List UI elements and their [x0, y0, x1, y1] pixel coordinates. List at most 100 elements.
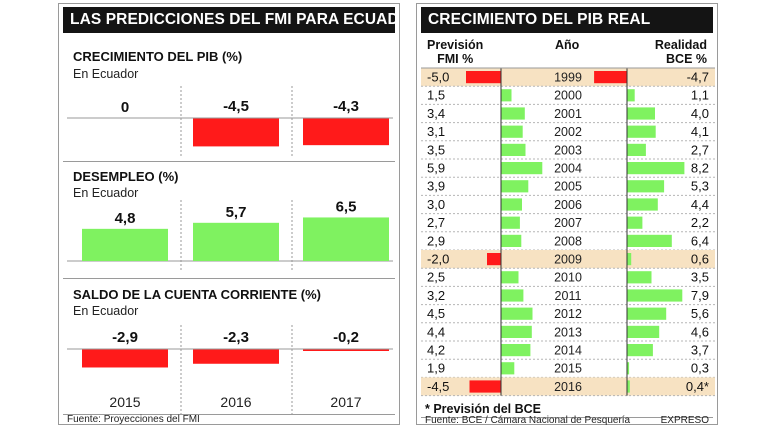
actual-value: 5,6	[691, 306, 709, 321]
bce-forecast-note: * Previsión del BCE	[425, 402, 542, 416]
forecast-header-line2: FMI %	[437, 52, 474, 66]
actual-value: 6,4	[691, 233, 709, 248]
unemployment-subtitle: En Ecuador	[73, 186, 139, 200]
actual-bar	[627, 89, 635, 102]
actual-value: 3,5	[691, 270, 709, 285]
bar	[193, 349, 279, 364]
data-label: 5,7	[226, 204, 247, 221]
forecast-value: 5,9	[427, 161, 445, 176]
actual-header-line1: Realidad	[654, 38, 707, 52]
year-label: 2003	[554, 143, 582, 157]
forecast-bar	[487, 253, 501, 266]
year-label: 2006	[554, 198, 582, 212]
actual-bar	[627, 216, 643, 229]
actual-value: 2,2	[691, 215, 709, 230]
data-label: 0	[121, 99, 129, 116]
actual-header-line2: BCE %	[666, 52, 707, 66]
actual-value: 2,7	[691, 142, 709, 157]
actual-value: 4,1	[691, 124, 709, 139]
left-panel-title: LAS PREDICCIONES DEL FMI PARA ECUADOR	[63, 7, 395, 33]
unemployment-chart: 4,8 5,7 6,5	[67, 198, 393, 272]
forecast-value: 4,2	[427, 343, 445, 358]
current-account-subtitle: En Ecuador	[73, 304, 139, 318]
actual-value: 4,6	[691, 324, 709, 339]
forecast-bar	[501, 180, 529, 193]
actual-bar	[627, 143, 646, 156]
year-label: 2015	[109, 394, 140, 410]
forecast-header-line1: Previsión	[427, 38, 484, 52]
year-label: 2004	[554, 162, 582, 176]
forecast-value: 3,5	[427, 142, 445, 157]
current-account-chart: -2,9 -2,3 -0,2 2015 2016 2017	[67, 325, 393, 414]
forecast-value: 1,9	[427, 361, 445, 376]
actual-bar	[627, 162, 685, 175]
actual-value: 7,9	[691, 288, 709, 303]
data-label: -2,3	[223, 329, 249, 346]
bar	[193, 118, 279, 147]
actual-bar	[627, 107, 655, 120]
actual-bar	[627, 380, 630, 393]
year-label: 2010	[554, 271, 582, 285]
year-label: 2013	[554, 325, 582, 339]
forecast-bar	[501, 344, 531, 357]
section-divider	[63, 278, 395, 279]
footer-divider	[421, 417, 713, 418]
forecast-value: 2,5	[427, 270, 445, 285]
actual-bar	[627, 289, 683, 302]
forecast-bar	[466, 71, 501, 84]
year-label: 2009	[554, 253, 582, 267]
year-label: 1999	[554, 71, 582, 85]
year-label: 2016	[554, 380, 582, 394]
actual-bar	[627, 307, 667, 320]
forecast-value: 4,4	[427, 324, 445, 339]
forecast-value: -4,5	[427, 379, 449, 394]
forecast-bar	[501, 198, 522, 211]
year-label: 2015	[554, 362, 582, 376]
forecast-value: 2,7	[427, 215, 445, 230]
forecast-value: 3,1	[427, 124, 445, 139]
forecast-bar	[501, 89, 512, 102]
actual-value: 8,2	[691, 161, 709, 176]
forecast-bar	[501, 107, 525, 120]
year-label: 2008	[554, 234, 582, 248]
actual-value: 0,4*	[686, 379, 709, 394]
forecast-value: -2,0	[427, 252, 449, 267]
data-label: -4,3	[333, 98, 359, 115]
forecast-value: -5,0	[427, 70, 449, 85]
year-label: 2007	[554, 216, 582, 230]
year-label: 2016	[220, 394, 251, 410]
actual-bar	[627, 234, 672, 247]
forecast-value: 4,5	[427, 306, 445, 321]
bar	[303, 349, 389, 351]
unemployment-title: DESEMPLEO (%)	[73, 169, 179, 184]
forecast-bar	[501, 271, 519, 284]
gdp-growth-chart: 0 -4,5 -4,3	[67, 86, 393, 156]
data-label: 6,5	[336, 198, 357, 215]
bar	[82, 228, 168, 261]
forecast-value: 3,2	[427, 288, 445, 303]
actual-value: -4,7	[687, 70, 709, 85]
actual-value: 1,1	[691, 88, 709, 103]
real-gdp-panel: CRECIMIENTO DEL PIB REAL Previsión FMI %…	[416, 3, 718, 426]
forecast-bar	[501, 307, 533, 320]
actual-bar	[627, 198, 658, 211]
actual-bar	[627, 344, 653, 357]
year-label: 2014	[554, 344, 582, 358]
forecast-bar	[501, 125, 523, 138]
year-label: 2012	[554, 307, 582, 321]
year-label: 2011	[555, 289, 582, 303]
data-label: -2,9	[112, 329, 138, 346]
year-label: 2001	[554, 107, 582, 121]
forecast-value: 3,4	[427, 106, 445, 121]
section-divider	[63, 161, 395, 162]
real-gdp-table-chart: -5,0 1999 -4,7 1,5 2000 1,1 3,4 2001 4,0 3,1 2002 4…	[421, 67, 715, 397]
right-credit: EXPRESO	[660, 415, 709, 426]
year-label: 2000	[554, 89, 582, 103]
forecast-bar	[501, 325, 532, 338]
gdp-growth-title: CRECIMIENTO DEL PIB (%)	[73, 49, 243, 64]
forecast-column-header: Previsión FMI %	[427, 38, 483, 66]
forecast-bar	[469, 380, 501, 393]
data-label: -0,2	[333, 329, 359, 346]
forecast-value: 3,0	[427, 197, 445, 212]
actual-value: 4,4	[691, 197, 709, 212]
